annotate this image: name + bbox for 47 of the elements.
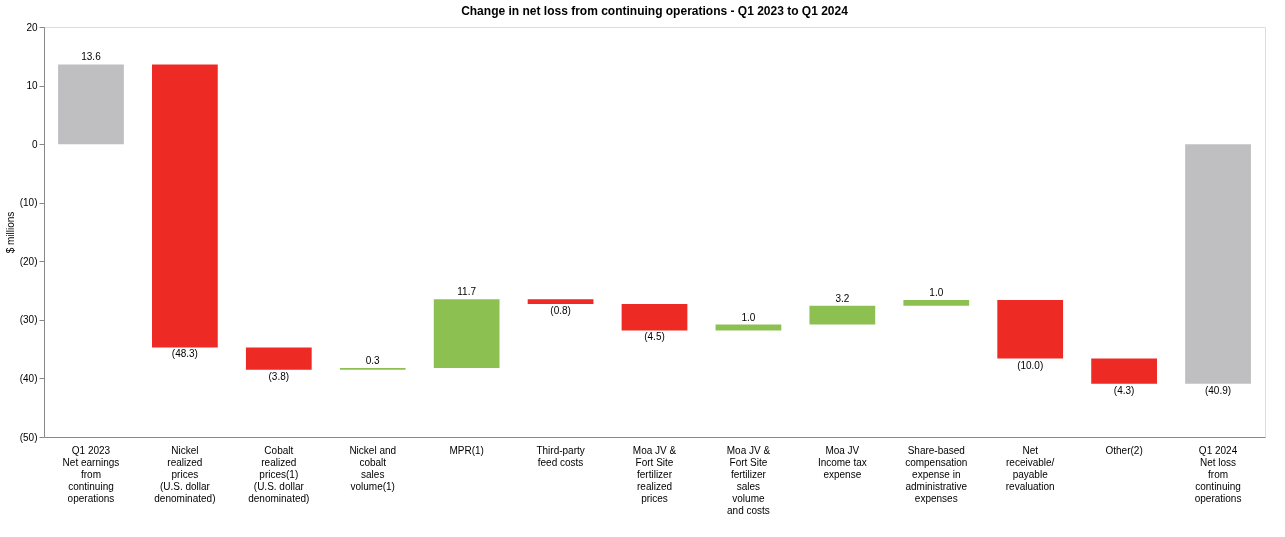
x-tick-label: Nickel and cobalt sales volume(1) [349, 444, 397, 492]
x-tick-label: Q1 2023 Net earnings from continuing operations [62, 444, 120, 504]
bar [152, 64, 218, 348]
bar [1185, 144, 1251, 384]
x-tick-label: Q1 2024 Net loss from continuing operations [1194, 444, 1242, 504]
y-tick-label: 20 [26, 21, 38, 33]
x-tick-label: Moa JV & Fort Site fertilizer realized prices [632, 444, 677, 504]
data-label: (10.0) [1017, 359, 1044, 371]
data-label: 3.2 [835, 292, 850, 304]
x-tick-label: Net receivable/ payable revaluation [1005, 444, 1055, 492]
data-label: (4.3) [1113, 384, 1135, 396]
bar [1091, 358, 1157, 384]
x-tick-label: Other(2) [1105, 444, 1143, 456]
y-axis-title: $ millions [4, 211, 16, 254]
x-tick-label: Third-party feed costs [536, 444, 585, 468]
y-tick-label: (10) [19, 197, 38, 209]
bar [58, 64, 124, 145]
data-label: 11.7 [457, 286, 477, 298]
y-tick-label: (30) [19, 314, 38, 326]
data-label: 1.0 [929, 286, 944, 298]
x-tick-label: Moa JV Income tax expense [817, 444, 867, 480]
x-tick-label: Share-based compensation expense in administrative expenses [905, 444, 968, 504]
x-tick-label: Nickel realized prices (U.S. dollar denominated) [154, 444, 216, 504]
bar [809, 305, 876, 325]
data-label: (4.5) [644, 331, 665, 343]
bar [245, 347, 312, 370]
data-label: (3.8) [268, 370, 290, 382]
data-label: 0.3 [365, 354, 381, 366]
data-label: (0.8) [550, 305, 571, 317]
y-tick-label: (20) [19, 255, 38, 267]
y-tick-label: 10 [26, 80, 38, 92]
x-tick-label: MPR(1) [449, 444, 484, 456]
bar [903, 299, 970, 306]
y-tick-label: (50) [19, 431, 38, 443]
y-tick-label: (40) [19, 372, 38, 384]
bar [997, 299, 1064, 359]
data-label: 1.0 [741, 311, 756, 323]
data-label: (48.3) [171, 348, 198, 360]
bar [433, 299, 500, 368]
bar [527, 299, 594, 305]
x-tick-label: Moa JV & Fort Site fertilizer sales volume and costs [726, 444, 771, 516]
y-tick-label: 0 [31, 138, 38, 150]
x-tick-label: Cobalt realized prices(1) (U.S. dollar denominated) [248, 444, 310, 504]
chart-title: Change in net loss from continuing operations - Q1 2023 to Q1 2024 [461, 4, 849, 18]
data-label: 13.6 [81, 51, 102, 63]
bar [621, 304, 688, 331]
data-label: (40.9) [1204, 384, 1232, 396]
